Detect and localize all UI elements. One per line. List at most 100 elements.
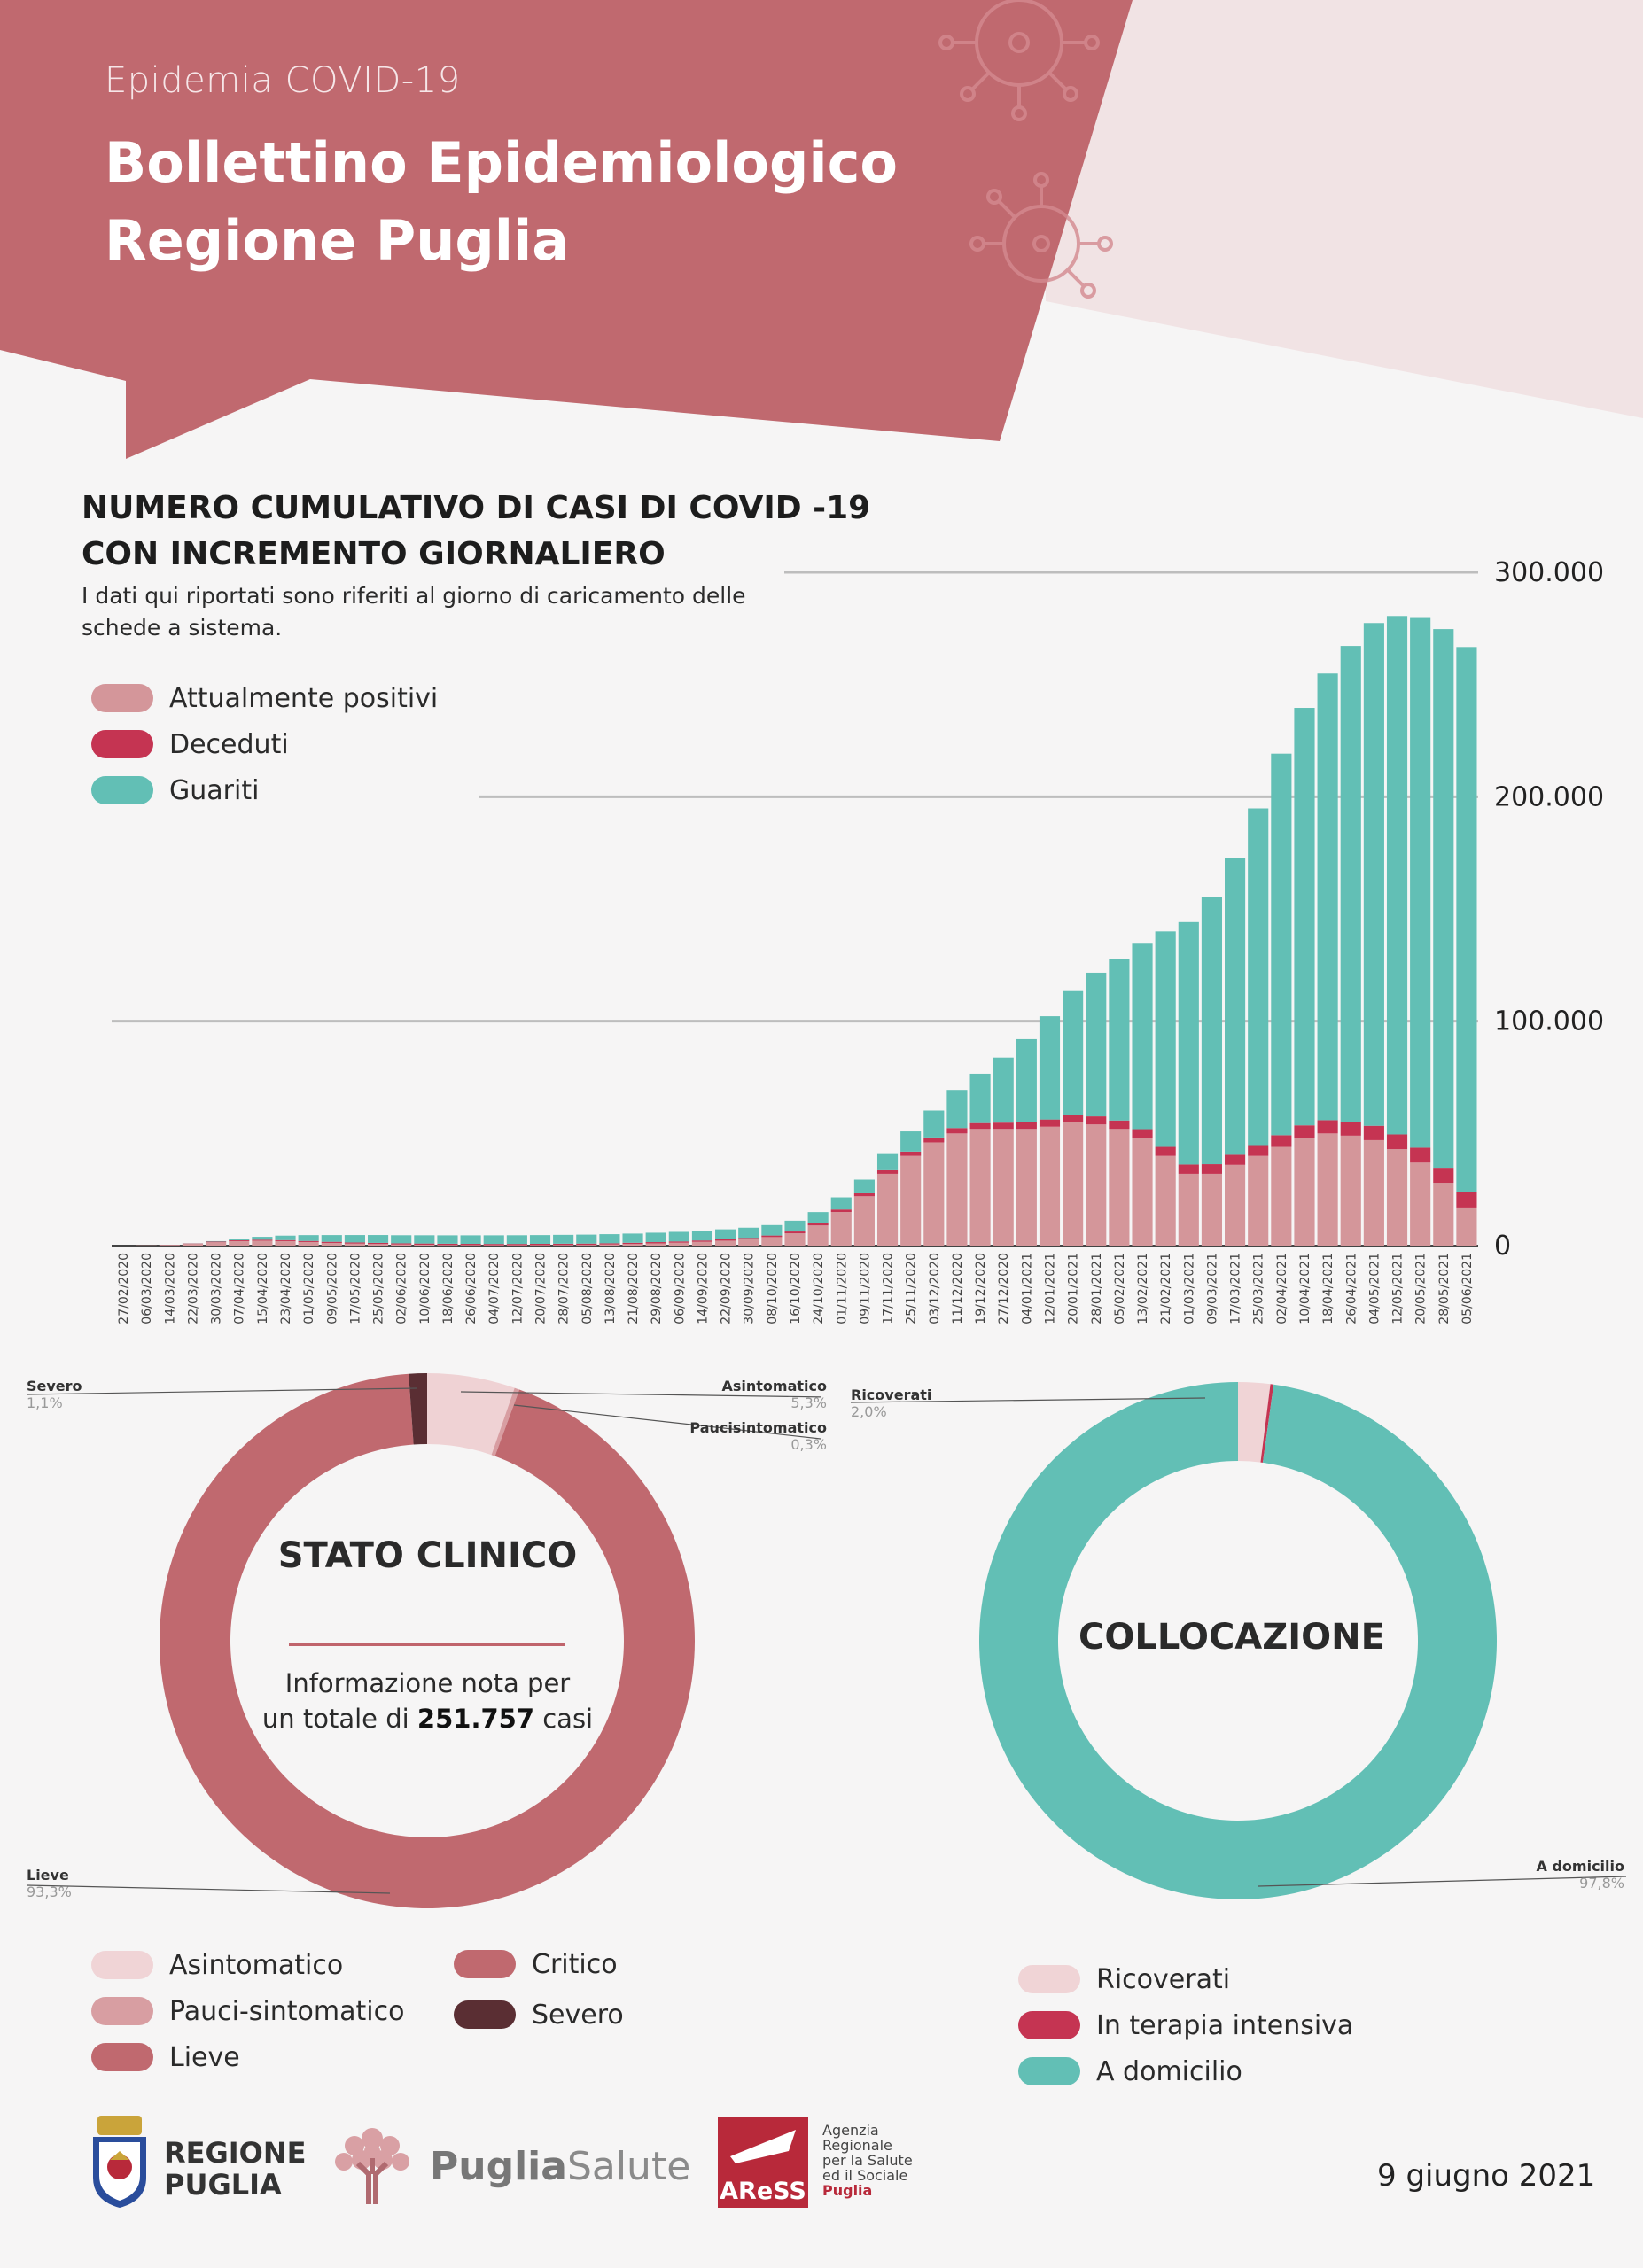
x-tick-label: 09/03/2021 — [1205, 1253, 1219, 1324]
legend-item-lieve: Lieve — [91, 2034, 404, 2080]
x-tick-label: 01/11/2020 — [835, 1253, 849, 1324]
bar-segment — [1433, 1168, 1454, 1184]
bar-segment — [1086, 1116, 1107, 1125]
bar-segment — [853, 1179, 875, 1193]
bar-segment — [715, 1240, 736, 1246]
bar-segment — [946, 1090, 968, 1129]
bar-segment — [761, 1237, 783, 1246]
legend-swatch — [454, 1950, 516, 1978]
logo-part-1: Puglia — [430, 2144, 567, 2189]
x-tick-label: 19/12/2020 — [974, 1253, 988, 1324]
bar-segment — [1155, 1155, 1176, 1246]
bar-segment — [1248, 1145, 1269, 1156]
callout-leader-line — [513, 1404, 822, 1440]
page-title: Bollettino Epidemiologico Regione Puglia — [105, 124, 991, 280]
legend-swatch — [91, 684, 153, 712]
legend-swatch — [91, 1997, 153, 2025]
callout-label: Ricoverati — [851, 1386, 932, 1403]
bar-segment — [298, 1241, 319, 1246]
bar-segment — [252, 1239, 273, 1241]
regione-puglia-crest-icon — [93, 2116, 146, 2208]
title-line-1: Bollettino Epidemiologico — [105, 130, 898, 195]
bar-segment — [876, 1173, 899, 1246]
bar-segment — [599, 1244, 620, 1246]
callout-value: 93,3% — [27, 1884, 72, 1900]
title-divider — [289, 1643, 565, 1646]
bar-segment — [414, 1244, 435, 1246]
bar-segment — [691, 1241, 713, 1246]
bar-segment — [321, 1242, 342, 1246]
x-tick-label: 26/06/2020 — [464, 1253, 479, 1324]
bar-segment — [1201, 1164, 1223, 1174]
bar-segment — [1410, 1162, 1431, 1246]
x-tick-label: 30/03/2020 — [210, 1253, 224, 1324]
bar-segment — [1132, 1129, 1153, 1138]
bar-segment — [506, 1245, 527, 1246]
callout-paucisintomatico: Paucisintomatico 0,3% — [689, 1419, 827, 1453]
stato-clinico-info: Informazione nota per un totale di 251.7… — [248, 1666, 607, 1736]
bar-segment — [367, 1242, 389, 1245]
x-tick-label: 21/02/2021 — [1159, 1253, 1173, 1324]
bar-segment — [645, 1242, 666, 1244]
bar-segment — [668, 1241, 689, 1243]
info-line-1: Informazione nota per — [284, 1668, 571, 1698]
bar-segment — [1386, 1149, 1408, 1246]
bar-segment — [900, 1155, 922, 1246]
bar-segment — [1294, 1138, 1315, 1246]
bar-segment — [506, 1235, 527, 1245]
bar-segment — [229, 1239, 250, 1241]
x-tick-label: 11/12/2020 — [951, 1253, 965, 1324]
callout-value: 5,3% — [790, 1394, 827, 1411]
bar-segment — [738, 1227, 759, 1239]
bar-segment — [599, 1243, 620, 1245]
x-tick-label: 21/08/2020 — [627, 1253, 641, 1324]
bar-segment — [1271, 1146, 1292, 1246]
bar-segment — [969, 1129, 991, 1246]
legend-item-terapia-intensiva: In terapia intensiva — [1018, 2002, 1353, 2048]
bar-segment — [321, 1241, 342, 1243]
donut-slice — [1260, 1384, 1274, 1463]
bar-segment — [1456, 647, 1477, 1192]
bar-segment — [1225, 1164, 1246, 1246]
bar-segment — [1086, 972, 1107, 1117]
y-tick-label: 200.000 — [1494, 781, 1604, 812]
bar-segment — [830, 1197, 852, 1210]
bar-segment — [529, 1245, 551, 1246]
legend-item-severo: Severo — [454, 1992, 624, 2038]
bar-segment — [1271, 753, 1292, 1136]
callout-label: Lieve — [27, 1867, 69, 1884]
bar-segment — [853, 1192, 875, 1197]
y-tick-label: 100.000 — [1494, 1006, 1604, 1037]
x-tick-label: 20/01/2021 — [1067, 1253, 1081, 1324]
bar-segment — [437, 1245, 458, 1246]
bar-segment — [876, 1169, 899, 1174]
cumulative-legend: Attualmente positivi Deceduti Guariti — [91, 675, 438, 813]
bar-segment — [784, 1231, 806, 1234]
callout-value: 1,1% — [27, 1394, 63, 1411]
legend-label: Asintomatico — [169, 1949, 344, 1981]
x-tick-label: 16/10/2020 — [789, 1253, 803, 1324]
x-tick-label: 01/03/2021 — [1182, 1253, 1196, 1324]
bar-segment — [206, 1241, 227, 1243]
report-date: 9 giugno 2021 — [1377, 2158, 1596, 2194]
bar-segment — [1086, 1124, 1107, 1246]
bar-segment — [784, 1233, 806, 1246]
bar-segment — [853, 1196, 875, 1246]
bar-segment — [784, 1220, 806, 1232]
bar-segment — [391, 1244, 412, 1246]
bar-segment — [645, 1232, 666, 1243]
stato-clinico-donut — [26, 1372, 822, 1908]
bar-segment — [414, 1235, 435, 1244]
bar-segment — [969, 1122, 991, 1130]
callout-value: 0,3% — [790, 1436, 827, 1453]
legend-label: Deceduti — [169, 728, 289, 760]
aress-line-1: Agenzia — [822, 2122, 879, 2139]
bar-segment — [946, 1133, 968, 1246]
bar-segment — [275, 1239, 296, 1241]
bar-segment — [668, 1242, 689, 1246]
aress-line-3: per la Salute — [822, 2152, 913, 2169]
puglia-salute-logo: PugliaSalute — [430, 2144, 690, 2189]
donut-slice — [427, 1372, 515, 1456]
bar-segment — [622, 1244, 643, 1246]
bar-segment — [1178, 1173, 1199, 1246]
